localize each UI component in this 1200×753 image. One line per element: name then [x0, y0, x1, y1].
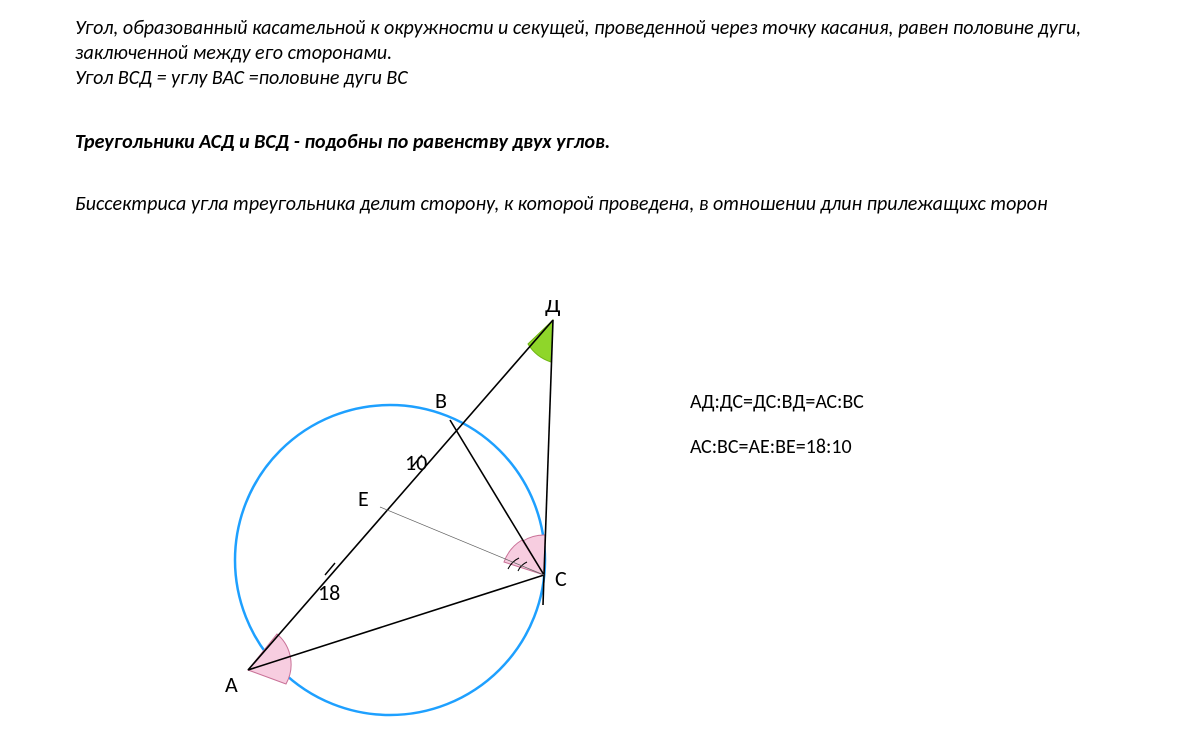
geometry-diagram: 10 18 А В С Д Е [80, 300, 680, 730]
point-c-label: С [555, 565, 567, 592]
paragraph-similar-triangles: Треугольники АСД и ВСД - подобны по раве… [75, 130, 1125, 155]
point-b-label: В [435, 387, 447, 414]
tick-18 [325, 563, 335, 575]
diagram-svg: 10 18 А В С Д Е [80, 300, 680, 730]
label-eighteen: 18 [318, 579, 340, 606]
paragraph-angle-equality: Угол ВСД = углу ВАС =половине дуги ВС [75, 66, 1125, 91]
point-e-label: Е [358, 485, 369, 512]
equation-ratios-2: АС:ВС=АЕ:ВЕ=18:10 [690, 435, 852, 459]
equation-ratios-1: АД:ДС=ДС:ВД=АС:ВС [690, 390, 864, 414]
paragraph-tangent-theorem: Угол, образованный касательной к окружно… [75, 16, 1125, 66]
point-a-label: А [225, 671, 238, 698]
angle-d-mark [528, 320, 553, 362]
segments [248, 320, 553, 670]
paragraph-bisector: Биссектриса угла треугольника делит стор… [75, 192, 1125, 217]
point-d-label: Д [545, 300, 560, 319]
segment-ce [380, 507, 544, 575]
